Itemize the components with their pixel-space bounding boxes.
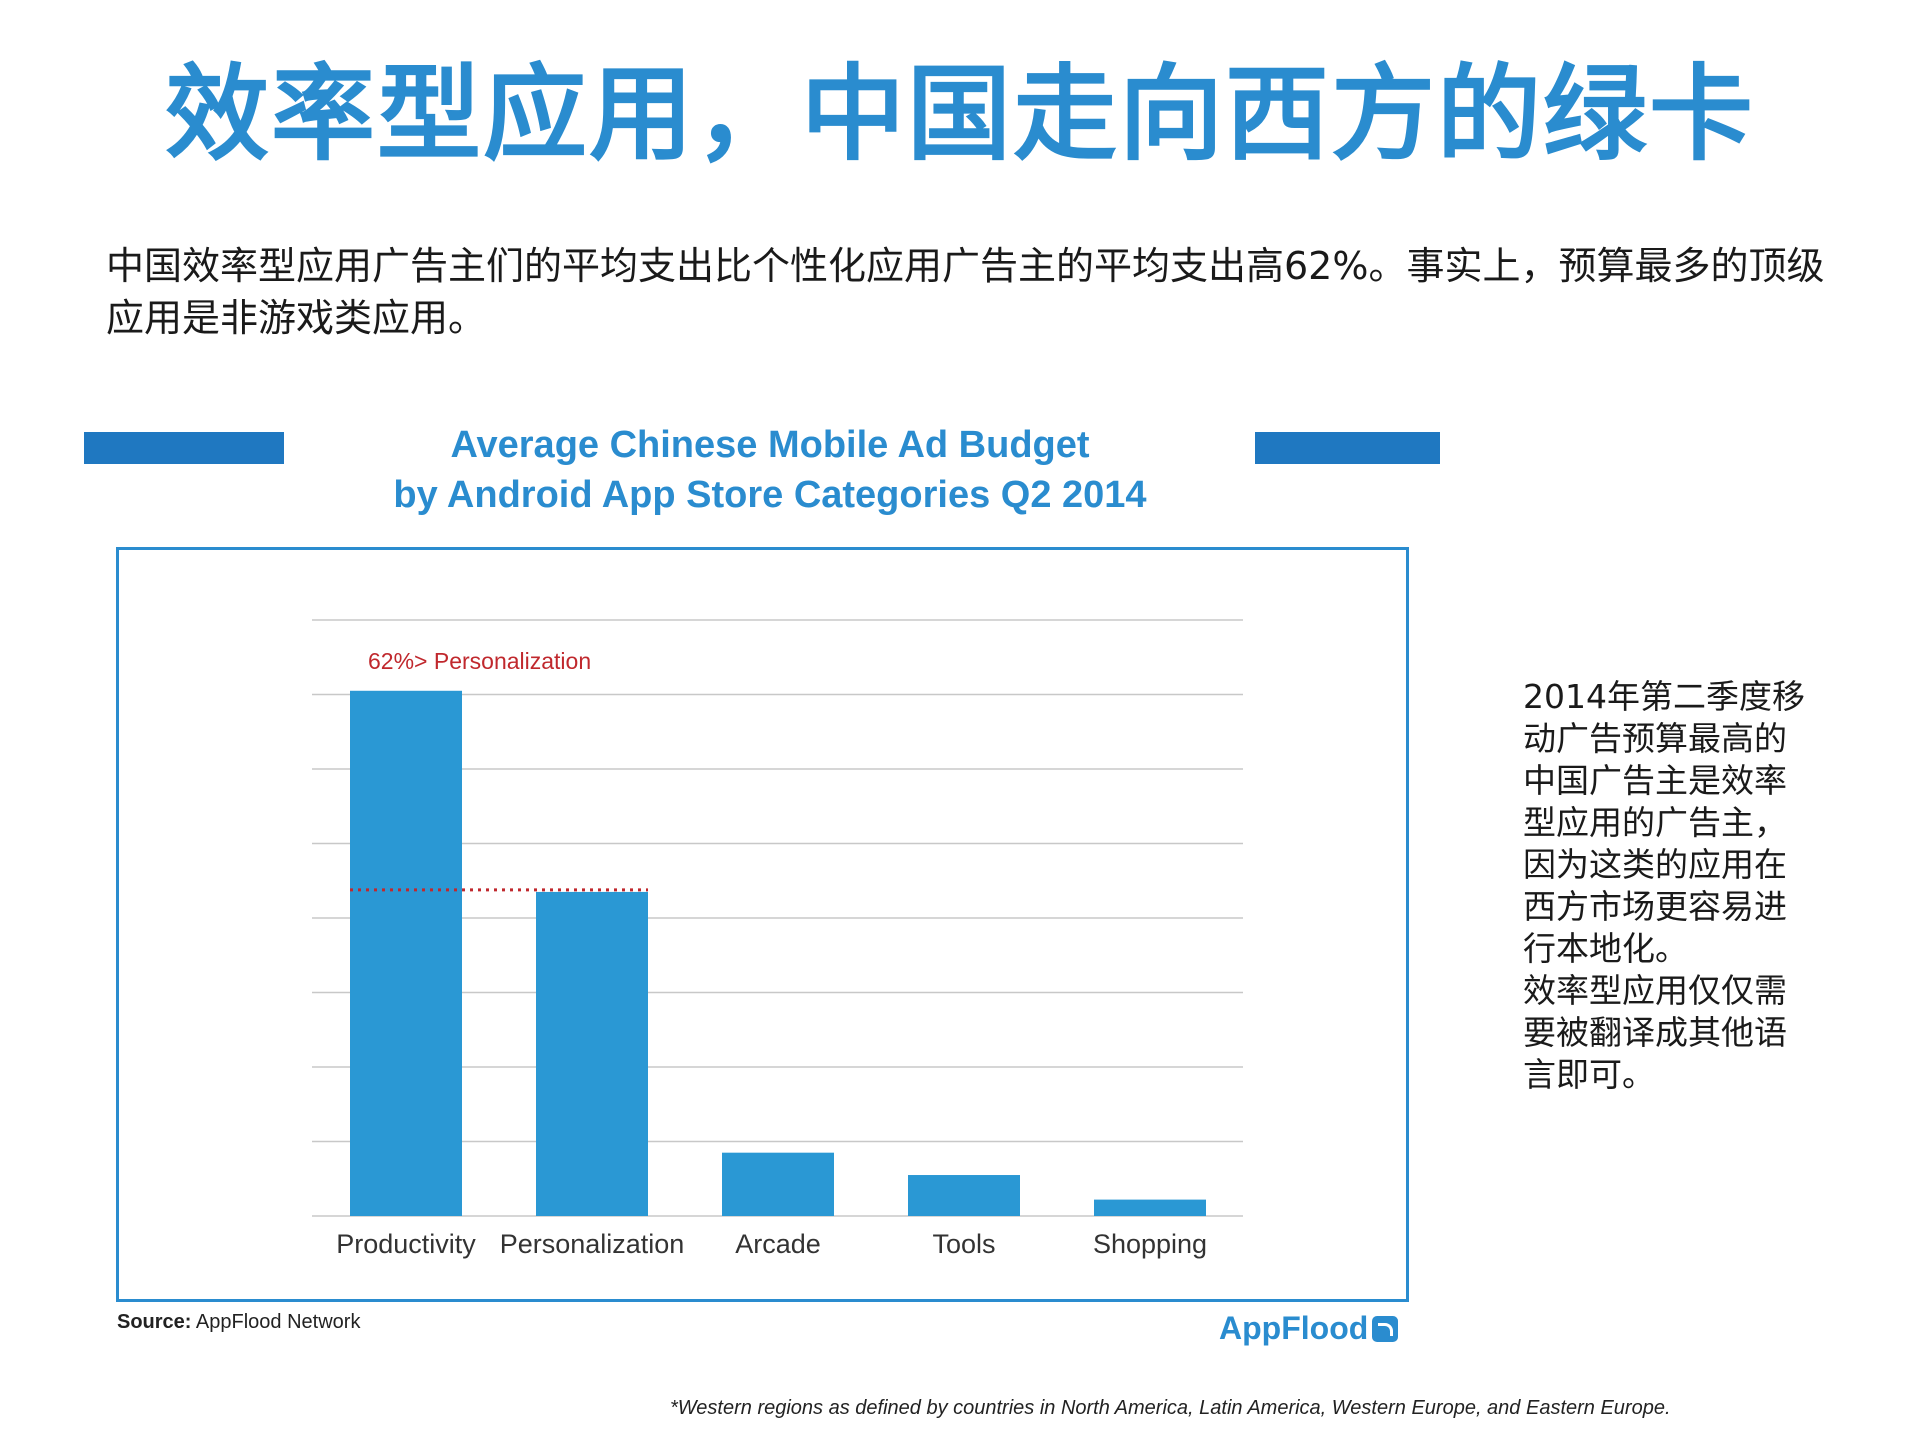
- chart-title-line1: Average Chinese Mobile Ad Budget: [450, 424, 1090, 466]
- side-note-line: 2014年第二季度移: [1523, 677, 1805, 716]
- bar-personalization: [536, 891, 648, 1216]
- x-tick-label: Personalization: [500, 1229, 685, 1259]
- x-tick-label: Tools: [932, 1229, 995, 1259]
- side-note-line: 因为这类的应用在: [1523, 845, 1787, 884]
- x-tick-label: Arcade: [735, 1229, 821, 1259]
- side-note-line: 型应用的广告主，: [1523, 803, 1787, 842]
- page-headline: 效率型应用，中国走向西方的绿卡: [164, 53, 1755, 175]
- bar-productivity: [350, 690, 462, 1216]
- side-note-line: 效率型应用仅仅需: [1523, 971, 1787, 1010]
- side-note-line: 西方市场更容易进: [1523, 887, 1787, 926]
- side-note-line: 要被翻译成其他语: [1523, 1013, 1787, 1052]
- bar-arcade: [722, 1152, 834, 1216]
- brand-name: AppFlood: [1219, 1310, 1369, 1346]
- x-tick-label: Productivity: [336, 1229, 476, 1259]
- bar-shopping: [1094, 1199, 1206, 1216]
- annotation-label: 62%> Personalization: [368, 648, 591, 674]
- source-credit: Source: AppFlood Network: [117, 1311, 360, 1334]
- bar-tools: [908, 1175, 1020, 1216]
- source-label: Source:: [117, 1311, 192, 1333]
- chart-title: Average Chinese Mobile Ad Budget by Andr…: [290, 420, 1250, 520]
- side-note-line: 动广告预算最高的: [1523, 719, 1787, 758]
- brand-logo: AppFlood: [1219, 1310, 1399, 1347]
- appflood-logo-icon: [1372, 1315, 1399, 1342]
- source-text: AppFlood Network: [195, 1311, 361, 1333]
- side-note: 2014年第二季度移 动广告预算最高的 中国广告主是效率 型应用的广告主， 因为…: [1523, 676, 1813, 1096]
- chart-title-line2: by Android App Store Categories Q2 2014: [393, 474, 1147, 516]
- side-note-line: 行本地化。: [1523, 929, 1688, 968]
- intro-paragraph: 中国效率型应用广告主们的平均支出比个性化应用广告主的平均支出高62%。事实上，预…: [106, 244, 1825, 340]
- footnote: *Western regions as defined by countries…: [670, 1397, 1671, 1419]
- title-accent-right: [1255, 432, 1440, 464]
- side-note-line: 言即可。: [1523, 1055, 1655, 1094]
- x-tick-label: Shopping: [1093, 1229, 1207, 1259]
- title-accent-left: [84, 432, 284, 464]
- side-note-line: 中国广告主是效率: [1523, 761, 1787, 800]
- chart-frame: [116, 547, 1409, 1302]
